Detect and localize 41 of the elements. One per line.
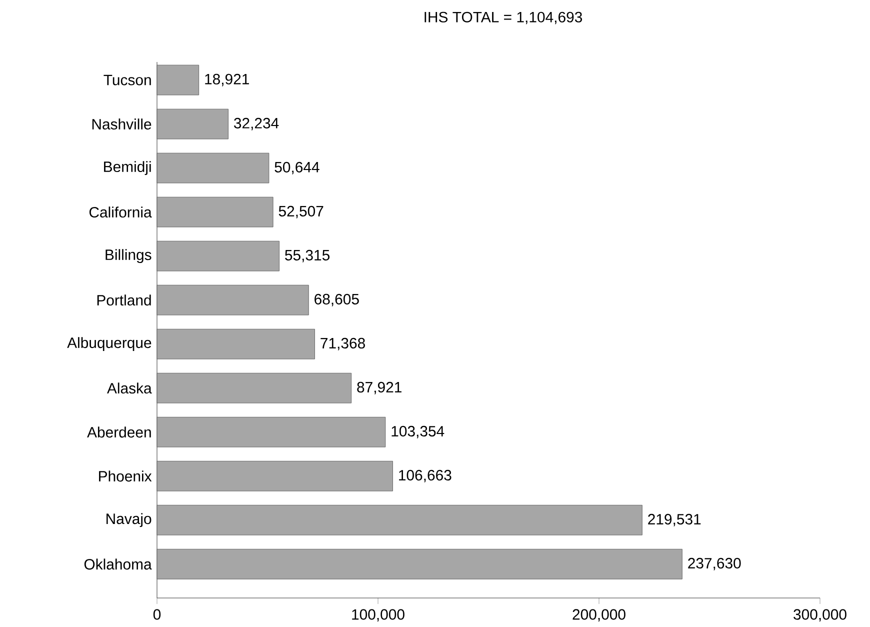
- x-tick-label: 200,000: [572, 609, 626, 622]
- bar: [156, 152, 270, 184]
- y-tick-label: Alaska: [107, 382, 152, 394]
- bar: [156, 240, 280, 272]
- y-tick-label: Bemidji: [104, 161, 151, 176]
- bar: [156, 328, 315, 360]
- data-label: 106,663: [399, 470, 452, 482]
- chart-title: IHS TOTAL = 1,104,693: [424, 12, 582, 24]
- data-label: 68,605: [314, 294, 359, 306]
- bar: [156, 416, 386, 448]
- data-label: 50,644: [274, 162, 320, 174]
- bar: [156, 108, 228, 140]
- y-tick-label: Phoenix: [99, 470, 152, 482]
- y-tick-label: Nashville: [92, 118, 152, 130]
- y-tick-label: Navajo: [106, 513, 152, 528]
- bar: [156, 284, 309, 316]
- bar: [156, 372, 352, 404]
- y-tick-label: Portland: [97, 294, 151, 306]
- bar: [156, 64, 200, 96]
- bar: [156, 504, 642, 536]
- data-label: 237,630: [688, 558, 741, 570]
- bar: [156, 460, 393, 492]
- data-label: 219,531: [648, 514, 701, 526]
- data-label: 87,921: [357, 382, 402, 394]
- y-tick-label: Oklahoma: [84, 558, 152, 570]
- x-tick-label: 100,000: [352, 609, 404, 622]
- y-tick-label: Aberdeen: [87, 426, 151, 438]
- x-tick-label: 0: [153, 609, 161, 620]
- data-label: 103,354: [392, 426, 444, 438]
- bar: [156, 196, 274, 228]
- y-tick-label: Tucson: [104, 74, 151, 86]
- data-label: 71,368: [320, 338, 365, 350]
- data-label: 32,234: [234, 118, 279, 130]
- data-label: 52,507: [278, 206, 324, 218]
- y-tick-label: Billings: [106, 249, 152, 264]
- data-label: 55,315: [285, 250, 330, 262]
- x-tick-label: 300,000: [794, 609, 846, 622]
- data-label: 18,921: [205, 74, 249, 86]
- bar: [156, 548, 682, 580]
- y-tick-label: Albuquerque: [67, 337, 152, 352]
- y-tick-label: California: [89, 206, 152, 218]
